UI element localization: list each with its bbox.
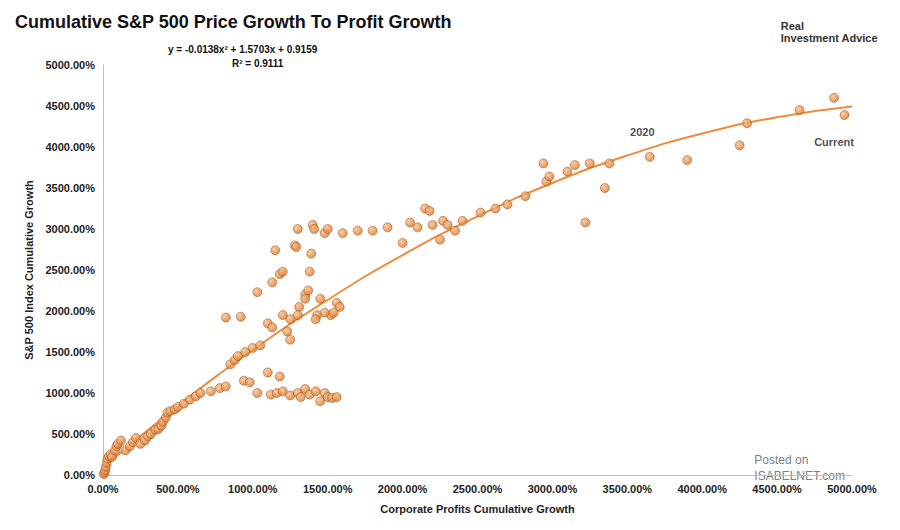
svg-text:Cumulative S&P 500 Price Growt: Cumulative S&P 500 Price Growth To Profi… bbox=[15, 12, 451, 32]
svg-text:1500.00%: 1500.00% bbox=[45, 346, 95, 358]
svg-text:2500.00%: 2500.00% bbox=[453, 483, 503, 495]
svg-text:4500.00%: 4500.00% bbox=[752, 483, 802, 495]
svg-text:4000.00%: 4000.00% bbox=[677, 483, 727, 495]
svg-text:1500.00%: 1500.00% bbox=[303, 483, 353, 495]
svg-text:5000.00%: 5000.00% bbox=[45, 59, 95, 71]
svg-text:2020: 2020 bbox=[630, 126, 654, 138]
svg-text:5000.00%: 5000.00% bbox=[827, 483, 877, 495]
svg-text:2000.00%: 2000.00% bbox=[45, 305, 95, 317]
svg-text:0.00%: 0.00% bbox=[64, 469, 95, 481]
svg-text:Current: Current bbox=[814, 136, 854, 148]
svg-text:y = -0.0138x² + 1.5703x + 0.91: y = -0.0138x² + 1.5703x + 0.9159 bbox=[168, 44, 318, 55]
svg-text:3500.00%: 3500.00% bbox=[603, 483, 653, 495]
svg-text:ISABELNET.com: ISABELNET.com bbox=[754, 469, 845, 483]
svg-text:1000.00%: 1000.00% bbox=[228, 483, 278, 495]
svg-text:Real: Real bbox=[781, 20, 804, 32]
svg-text:4000.00%: 4000.00% bbox=[45, 141, 95, 153]
svg-text:0.00%: 0.00% bbox=[87, 483, 118, 495]
svg-text:Corporate Profits Cumulative G: Corporate Profits Cumulative Growth bbox=[380, 503, 575, 515]
svg-text:3000.00%: 3000.00% bbox=[528, 483, 578, 495]
svg-text:R² = 0.9111: R² = 0.9111 bbox=[232, 58, 284, 69]
svg-text:4500.00%: 4500.00% bbox=[45, 100, 95, 112]
svg-text:Posted on: Posted on bbox=[754, 453, 808, 467]
svg-text:3000.00%: 3000.00% bbox=[45, 223, 95, 235]
svg-text:S&P 500 Index Cumulative Growt: S&P 500 Index Cumulative Growth bbox=[23, 180, 35, 360]
svg-text:2000.00%: 2000.00% bbox=[378, 483, 428, 495]
svg-text:Investment Advice: Investment Advice bbox=[781, 32, 878, 44]
svg-text:3500.00%: 3500.00% bbox=[45, 182, 95, 194]
svg-text:500.00%: 500.00% bbox=[52, 428, 96, 440]
svg-text:2500.00%: 2500.00% bbox=[45, 264, 95, 276]
svg-text:1000.00%: 1000.00% bbox=[45, 387, 95, 399]
svg-text:500.00%: 500.00% bbox=[156, 483, 200, 495]
